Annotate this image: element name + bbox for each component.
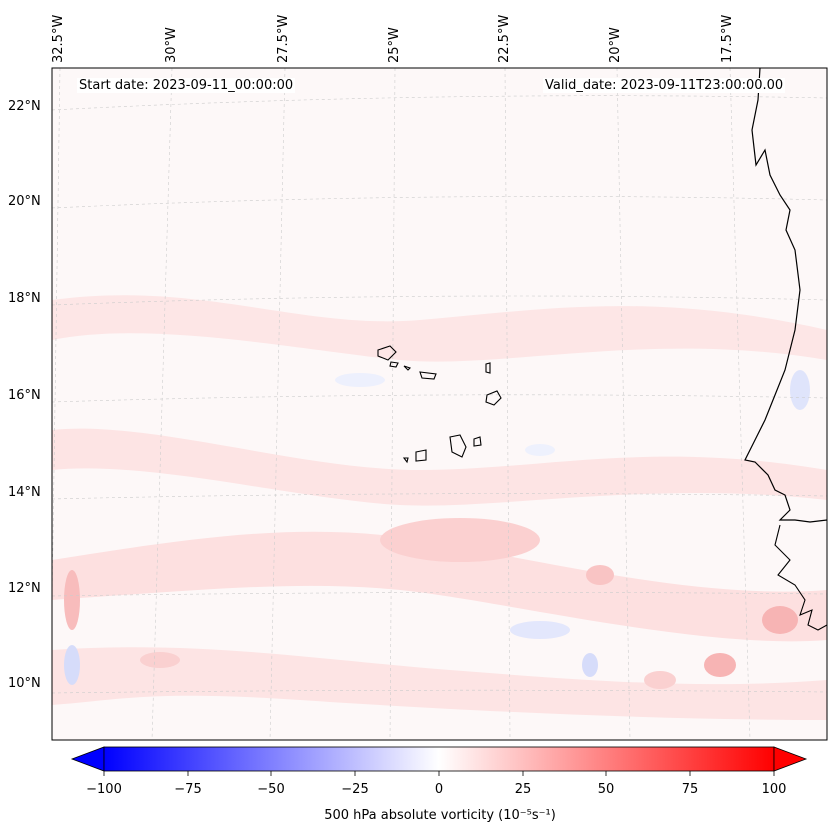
colorbar-extend-low (70, 746, 105, 772)
colorbar (70, 746, 808, 776)
colorbar-tick: 0 (434, 782, 444, 797)
colorbar-tick: −25 (341, 782, 369, 797)
graticule-lines (52, 68, 827, 740)
lat-label-10n: 10°N (8, 676, 41, 691)
colorbar-tick: 75 (681, 782, 699, 797)
map-frame (51, 67, 828, 741)
guinea-coastline (774, 524, 827, 631)
lat-label-12n: 12°N (8, 581, 41, 596)
lon-label-17-5w: 17.5°W (720, 14, 735, 63)
lon-label-30w: 30°W (164, 27, 179, 63)
lat-label-20n: 20°N (8, 194, 41, 209)
colorbar-tick: −50 (257, 782, 285, 797)
colorbar-tick: 50 (597, 782, 615, 797)
vorticity-field (52, 295, 827, 720)
colorbar-tick: −100 (86, 782, 122, 797)
lon-label-20w: 20°W (608, 27, 623, 63)
lat-label-18n: 18°N (8, 291, 41, 306)
lat-label-14n: 14°N (8, 485, 41, 500)
lon-label-27-5w: 27.5°W (276, 14, 291, 63)
start-date-label: Start date: 2023-09-11_00:00:00 (77, 78, 296, 93)
lon-label-25w: 25°W (387, 27, 402, 63)
map-background (52, 68, 827, 740)
colorbar-gradient (103, 746, 775, 772)
colorbar-label: 500 hPa absolute vorticity (10⁻⁵s⁻¹) (324, 808, 556, 823)
lat-label-16n: 16°N (8, 388, 41, 403)
valid-date-label: Valid_date: 2023-09-11T23:00:00.00 (543, 78, 786, 93)
colorbar-tick: −75 (174, 782, 202, 797)
lon-label-22-5w: 22.5°W (497, 14, 512, 63)
colorbar-extend-high (773, 746, 808, 772)
cape-verde-islands (377, 345, 502, 464)
colorbar-tick: 25 (514, 782, 532, 797)
lat-label-22n: 22°N (8, 99, 41, 114)
colorbar-tick: 100 (761, 782, 787, 797)
lon-label-32-5w: 32.5°W (51, 14, 66, 63)
africa-coastline (744, 68, 827, 523)
